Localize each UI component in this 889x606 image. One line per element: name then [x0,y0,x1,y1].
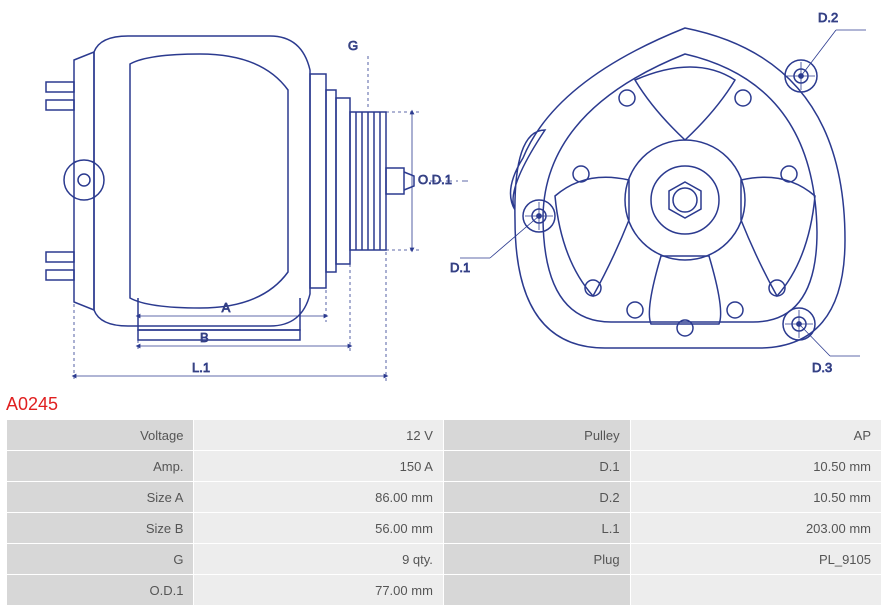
front-view [511,28,846,348]
dim-label-d2: D.2 [818,10,838,25]
spec-label: D.2 [443,482,630,513]
spec-table: Voltage12 VPulleyAPAmp.150 AD.110.50 mmS… [6,419,882,606]
spec-value: PL_9105 [630,544,881,575]
spec-value: 150 A [194,451,443,482]
table-row: Size A86.00 mmD.210.50 mm [7,482,882,513]
spec-label: Amp. [7,451,194,482]
spec-value: 56.00 mm [194,513,443,544]
spec-label: Plug [443,544,630,575]
spec-value: 12 V [194,420,443,451]
dim-label-b: B [200,330,209,345]
table-row: Voltage12 VPulleyAP [7,420,882,451]
spec-label: Size B [7,513,194,544]
spec-label [443,575,630,606]
spec-value: AP [630,420,881,451]
spec-label: O.D.1 [7,575,194,606]
spec-label: Pulley [443,420,630,451]
part-code: A0245 [0,392,889,419]
dim-label-d3: D.3 [812,360,832,375]
dim-label-a: A [222,300,231,315]
page: G O.D.1 A B L.1 [0,0,889,606]
table-row: Size B56.00 mmL.1203.00 mm [7,513,882,544]
spec-label: D.1 [443,451,630,482]
spec-value [630,575,881,606]
dim-label-g: G [348,38,358,53]
dim-label-od1: O.D.1 [418,172,452,187]
side-view [46,36,414,340]
spec-value: 10.50 mm [630,451,881,482]
spec-label: Voltage [7,420,194,451]
table-row: Amp.150 AD.110.50 mm [7,451,882,482]
spec-label: L.1 [443,513,630,544]
spec-label: Size A [7,482,194,513]
spec-value: 203.00 mm [630,513,881,544]
table-row: O.D.177.00 mm [7,575,882,606]
dim-label-l1: L.1 [192,360,210,375]
technical-diagram: G O.D.1 A B L.1 [0,0,889,392]
spec-value: 10.50 mm [630,482,881,513]
dim-label-d1: D.1 [450,260,470,275]
spec-value: 86.00 mm [194,482,443,513]
spec-value: 9 qty. [194,544,443,575]
spec-label: G [7,544,194,575]
spec-value: 77.00 mm [194,575,443,606]
table-row: G9 qty.PlugPL_9105 [7,544,882,575]
